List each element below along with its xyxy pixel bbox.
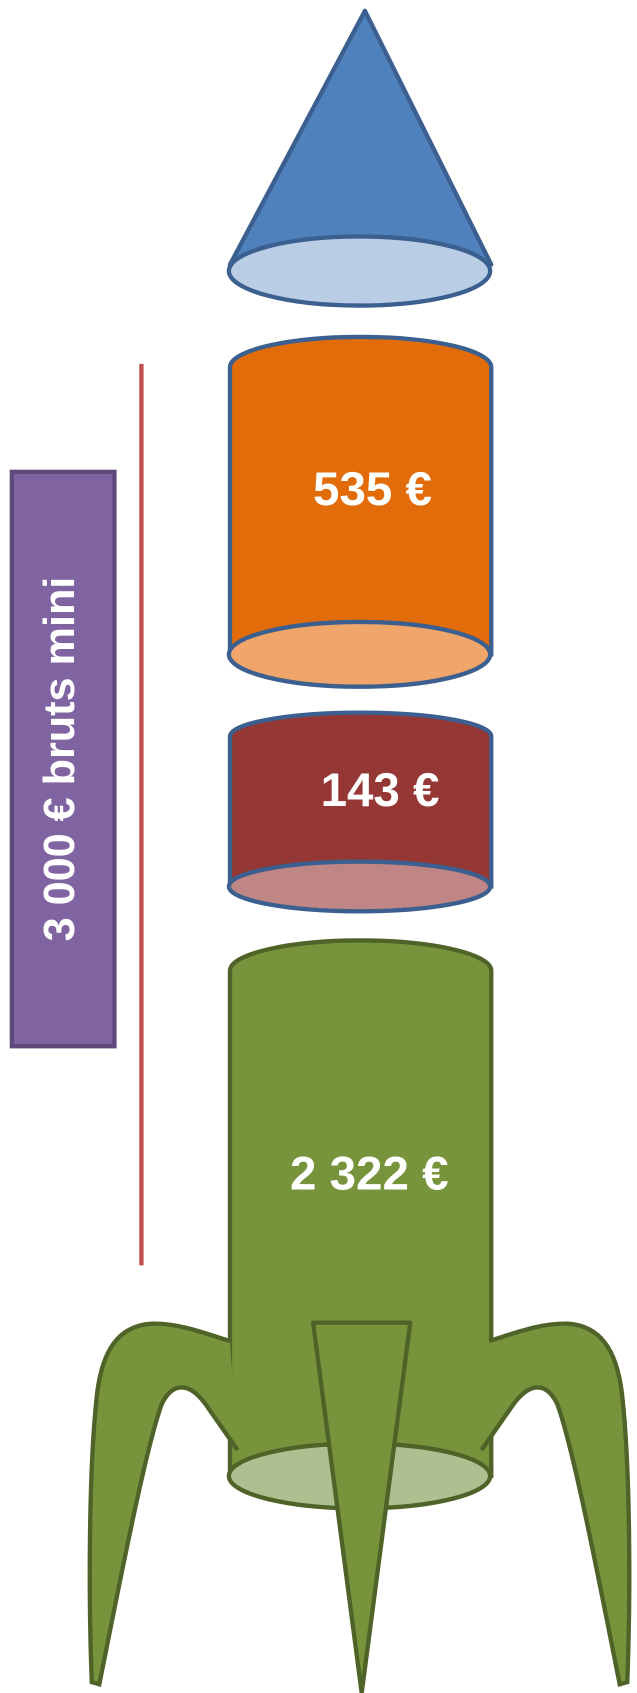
stage-label: 2 322 € bbox=[290, 1147, 448, 1200]
stage-label: 143 € bbox=[321, 764, 440, 817]
side-label: 3 000 € bruts mini bbox=[36, 577, 84, 942]
stage-bottom bbox=[229, 862, 490, 912]
stage-label: 535 € bbox=[313, 463, 432, 516]
page: 535 € 143 € 2 322 € 3 000 € bruts mini (… bbox=[0, 0, 637, 1693]
rocket-diagram: 535 € 143 € 2 322 € 3 000 € bruts mini bbox=[0, 0, 637, 1693]
right-fin bbox=[482, 1324, 630, 1685]
nose-cone bbox=[230, 11, 491, 265]
cone-base bbox=[229, 236, 490, 305]
stage-bottom bbox=[229, 622, 490, 687]
left-fin bbox=[90, 1324, 238, 1685]
